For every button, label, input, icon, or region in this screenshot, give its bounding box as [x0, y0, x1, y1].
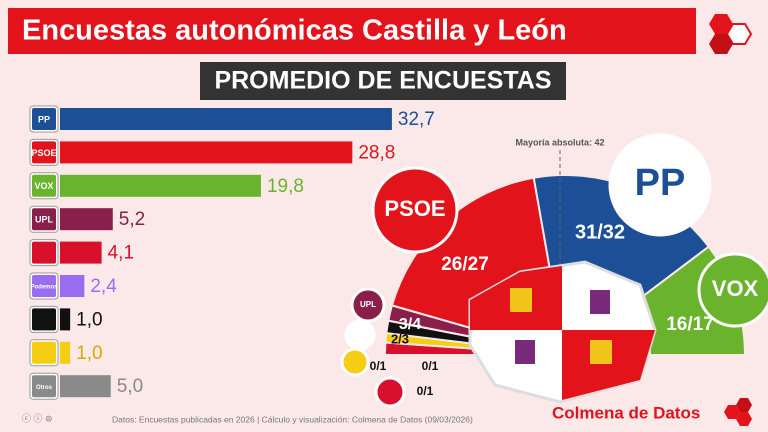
party-icon-fill	[32, 308, 56, 331]
party-icon-fill	[32, 174, 56, 197]
cc-icons: ⓒ ⓘ ⊜	[22, 413, 53, 423]
subtitle-box	[200, 62, 566, 100]
party-logo	[697, 252, 768, 328]
seat-label: 0/1	[370, 359, 387, 373]
value-label: 32,7	[398, 109, 435, 130]
category-label: VOX	[34, 181, 53, 191]
bar	[60, 208, 113, 231]
value-label: 4,1	[108, 243, 134, 264]
bar	[60, 308, 71, 331]
brand-icon	[724, 398, 752, 426]
bar	[60, 141, 353, 164]
party-icon-fill	[32, 341, 56, 364]
category-label: PP	[38, 114, 50, 124]
category-label: UPL	[35, 215, 54, 225]
title-band	[8, 8, 696, 54]
seat-label: 3/4	[399, 316, 421, 333]
bar	[60, 341, 71, 364]
value-label: 1,0	[76, 309, 102, 330]
seat-label: 0/1	[417, 384, 434, 398]
party-logo-text: UPL	[360, 300, 376, 309]
party-logo-text: PP	[635, 162, 686, 204]
source: Datos: Encuestas publicadas en 2026 | Cá…	[112, 414, 473, 424]
party-icon-fill	[32, 375, 56, 398]
lion	[515, 340, 535, 364]
party-logo	[374, 376, 406, 408]
party-logo	[340, 347, 370, 377]
party-logo-text: PSOE	[384, 196, 445, 221]
party-icon-fill	[32, 208, 56, 231]
value-label: 1,0	[76, 343, 102, 364]
subtitle: PROMEDIO DE ENCUESTAS	[214, 67, 551, 95]
chart-title: Encuestas autonómicas Castilla y León	[22, 15, 567, 47]
category-label: Podemos	[30, 285, 58, 291]
value-label: 5,2	[119, 209, 145, 230]
party-logo-text: VOX	[712, 276, 759, 301]
seat-label: 31/32	[575, 221, 625, 243]
party-logo	[344, 319, 376, 351]
party-icon-fill	[32, 275, 56, 297]
brand-logo	[709, 14, 753, 54]
category-label: PSOE	[31, 148, 56, 158]
map-quarter	[562, 330, 655, 400]
seat-label: 16/17	[666, 314, 714, 335]
category-label: Otros	[36, 385, 53, 391]
bar	[60, 108, 392, 130]
castle	[590, 340, 612, 364]
majority-label: Mayoría absoluta: 42	[515, 137, 604, 147]
bar	[60, 275, 85, 297]
bar	[60, 375, 111, 398]
value-label: 19,8	[267, 176, 304, 197]
party-logo	[350, 287, 386, 323]
party-icon-fill	[32, 108, 56, 130]
party-icon-fill	[32, 241, 56, 264]
brand: Colmena de Datos	[552, 403, 700, 422]
lion	[590, 290, 610, 314]
hemicycle: Mayoría absoluta: 42 PSOE PP VOX UPL 31/32 26…	[340, 133, 768, 408]
value-label: 5,0	[117, 376, 143, 397]
seat-label: 0/1	[422, 359, 439, 373]
party-logo	[608, 133, 712, 237]
castle	[510, 288, 532, 312]
value-label: 2,4	[90, 276, 117, 297]
bar	[60, 241, 102, 264]
value-label: 28,8	[358, 142, 395, 163]
seat-label: 26/27	[441, 254, 489, 275]
party-icon-fill	[32, 141, 56, 164]
bar	[60, 174, 261, 197]
seat-label: 2/3	[391, 331, 409, 346]
party-logo	[371, 166, 459, 254]
